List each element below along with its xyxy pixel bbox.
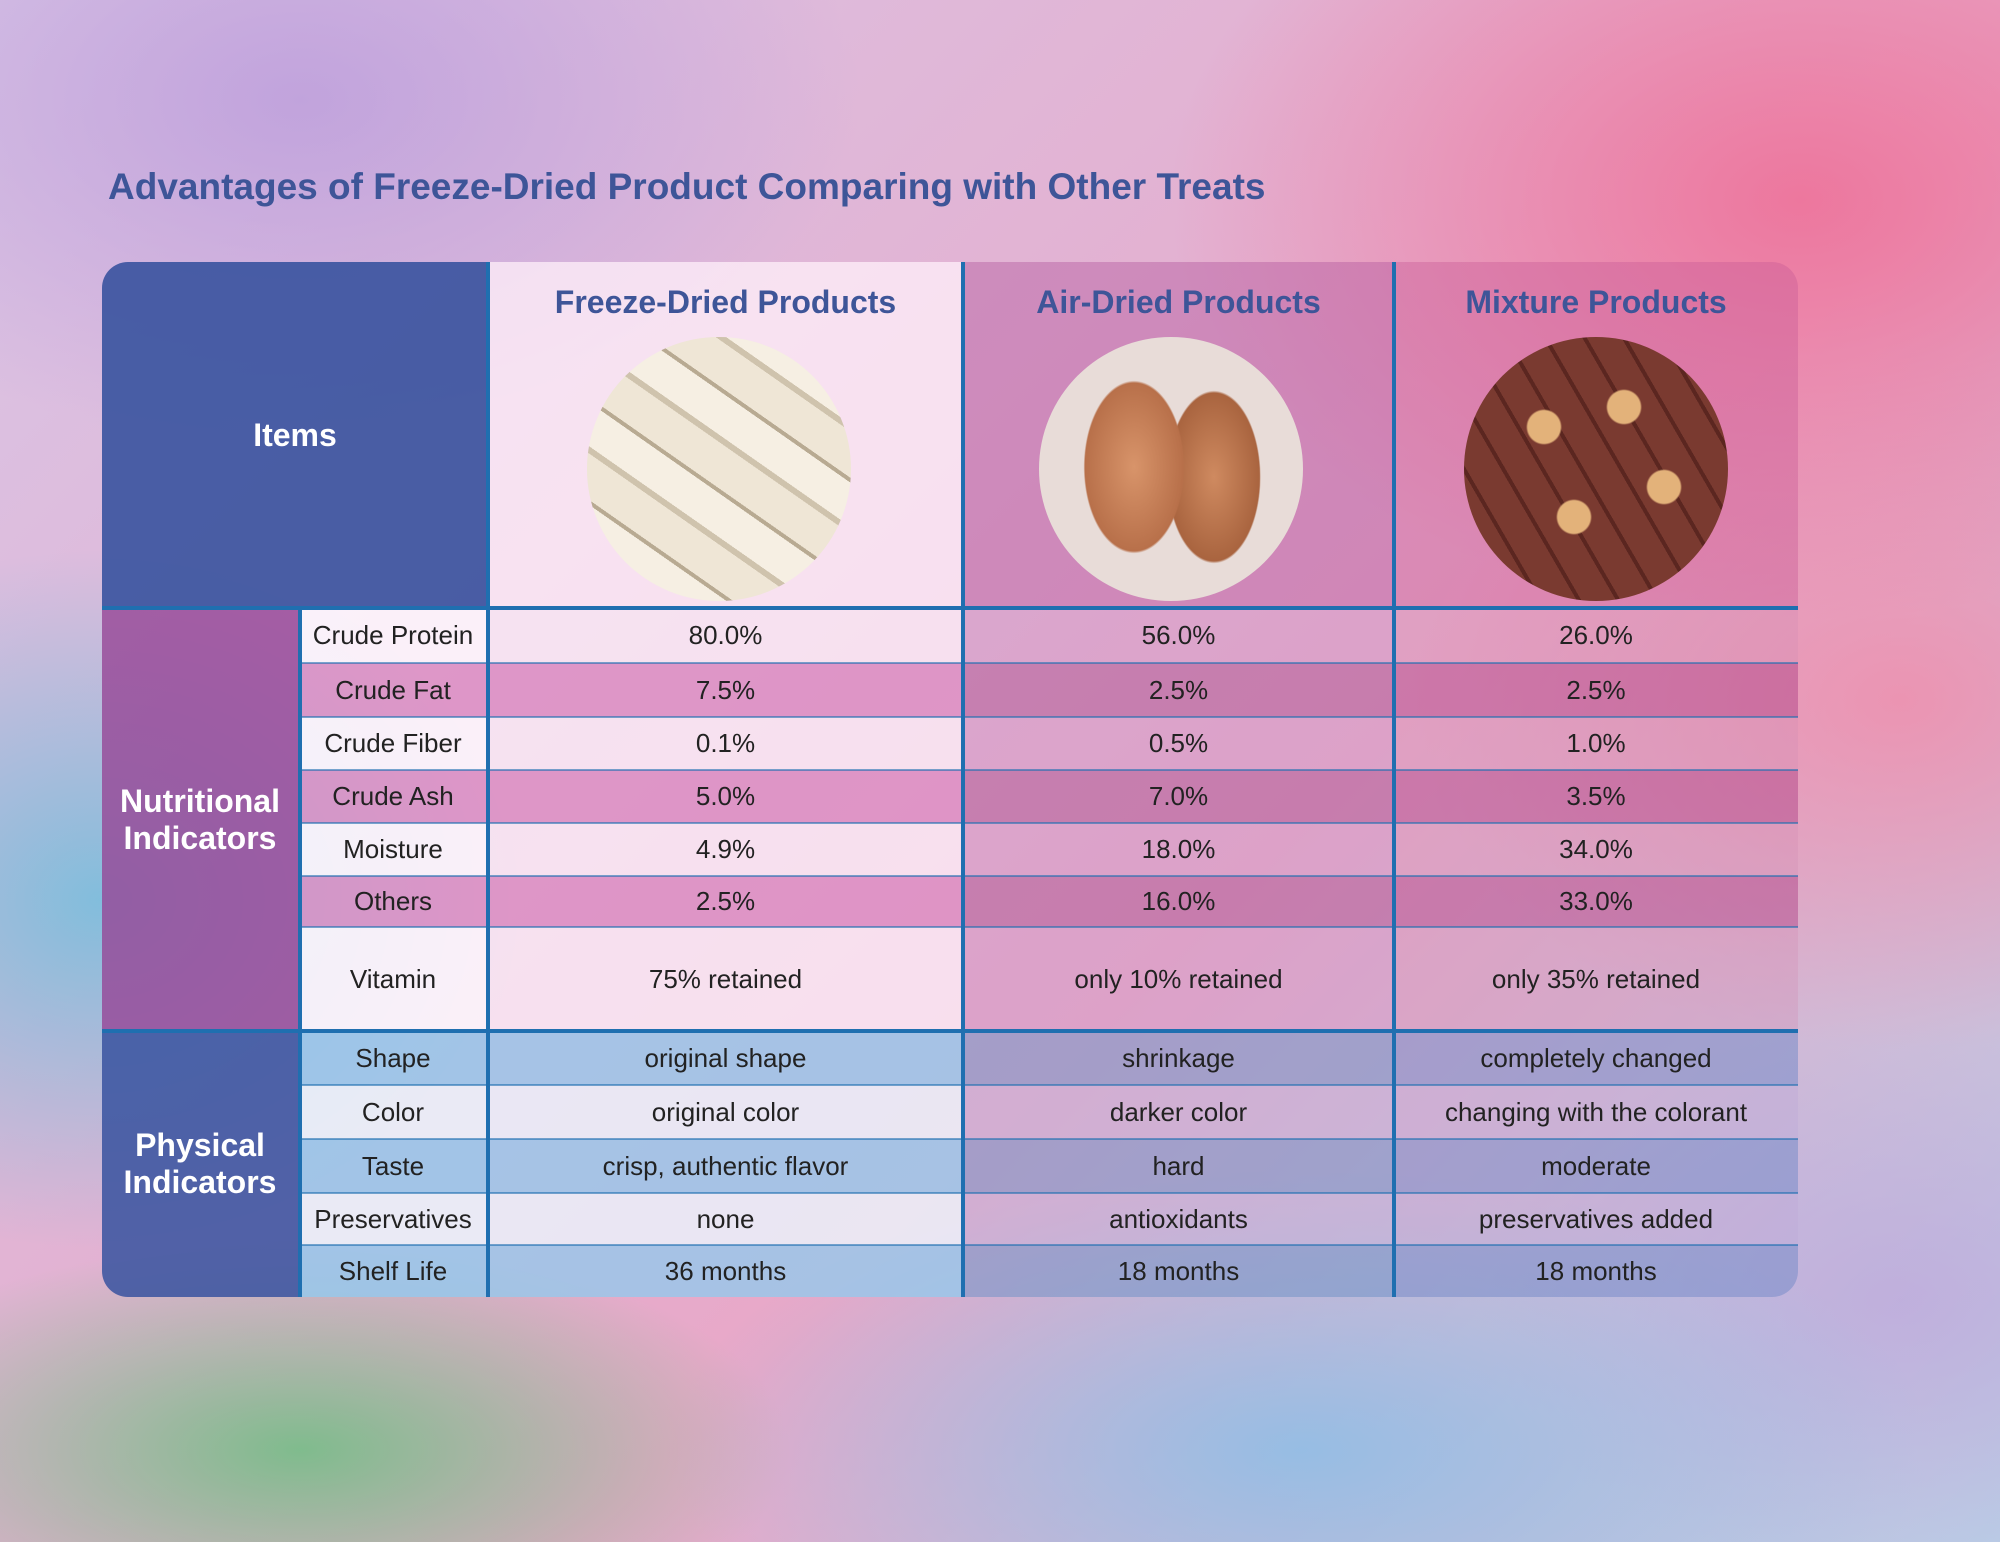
mixture-product-image	[1464, 337, 1728, 601]
table-cell: crisp, authentic flavor	[488, 1139, 963, 1193]
column-header-freeze-dried: Freeze-Dried Products	[554, 284, 897, 320]
table-cell: 0.1%	[488, 717, 963, 770]
table-cell: original color	[488, 1085, 963, 1139]
air-dried-product-image	[1039, 337, 1303, 601]
row-divider	[298, 1244, 1798, 1246]
row-divider	[298, 1138, 1798, 1140]
table-cell: 2.5%	[1394, 663, 1798, 717]
table-cell: antioxidants	[963, 1193, 1394, 1245]
table-cell: hard	[963, 1139, 1394, 1193]
row-divider	[298, 822, 1798, 824]
table-cell: 1.0%	[1394, 717, 1798, 770]
table-cell: 18 months	[1394, 1245, 1798, 1297]
row-label: Taste	[298, 1139, 488, 1193]
table-cell: 2.5%	[963, 663, 1394, 717]
page-title: Advantages of Freeze-Dried Product Compa…	[108, 166, 1266, 207]
row-divider	[298, 716, 1798, 718]
table-cell: shrinkage	[963, 1031, 1394, 1085]
row-label: Shape	[298, 1031, 488, 1085]
row-label: Moisture	[298, 823, 488, 876]
row-divider	[298, 875, 1798, 877]
table-cell: moderate	[1394, 1139, 1798, 1193]
row-label: Vitamin	[298, 927, 488, 1031]
freeze-dried-product-image	[587, 337, 851, 601]
comparison-table: Items Freeze-Dried Products Air-Dried Pr…	[102, 262, 1798, 1297]
row-divider	[298, 769, 1798, 771]
table-cell: 4.9%	[488, 823, 963, 876]
row-divider	[298, 1192, 1798, 1194]
table-cell: 7.0%	[963, 770, 1394, 823]
row-label: Crude Fat	[298, 663, 488, 717]
section-divider	[102, 1029, 1798, 1033]
nutritional-indicators-label: Nutritional Indicators	[102, 608, 298, 1031]
items-header: Items	[102, 262, 488, 608]
column-divider	[298, 608, 302, 1297]
table-cell: preservatives added	[1394, 1193, 1798, 1245]
table-cell: 3.5%	[1394, 770, 1798, 823]
table-cell: 34.0%	[1394, 823, 1798, 876]
row-divider	[298, 662, 1798, 664]
column-divider	[1392, 262, 1396, 1297]
table-cell: 18 months	[963, 1245, 1394, 1297]
row-label: Crude Ash	[298, 770, 488, 823]
table-cell: darker color	[963, 1085, 1394, 1139]
table-cell: 26.0%	[1394, 608, 1798, 663]
row-label: Crude Fiber	[298, 717, 488, 770]
table-cell: 56.0%	[963, 608, 1394, 663]
table-cell: only 10% retained	[963, 927, 1394, 1031]
table-cell: 2.5%	[488, 876, 963, 927]
column-header-air-dried: Air-Dried Products	[1036, 284, 1321, 320]
table-cell: 36 months	[488, 1245, 963, 1297]
physical-indicators-label: Physical Indicators	[102, 1031, 298, 1297]
table-cell: 0.5%	[963, 717, 1394, 770]
table-cell: none	[488, 1193, 963, 1245]
row-label: Preservatives	[298, 1193, 488, 1245]
table-cell: 80.0%	[488, 608, 963, 663]
section-divider	[102, 606, 1798, 610]
table-cell: only 35% retained	[1394, 927, 1798, 1031]
row-label: Shelf Life	[298, 1245, 488, 1297]
row-divider	[298, 926, 1798, 928]
table-cell: 7.5%	[488, 663, 963, 717]
table-cell: 16.0%	[963, 876, 1394, 927]
table-cell: 5.0%	[488, 770, 963, 823]
row-label: Crude Protein	[298, 608, 488, 663]
row-divider	[298, 1084, 1798, 1086]
row-label: Color	[298, 1085, 488, 1139]
table-cell: completely changed	[1394, 1031, 1798, 1085]
column-divider	[961, 262, 965, 1297]
row-label: Others	[298, 876, 488, 927]
table-cell: 75% retained	[488, 927, 963, 1031]
table-cell: 33.0%	[1394, 876, 1798, 927]
column-header-mixture: Mixture Products	[1465, 284, 1727, 320]
table-cell: 18.0%	[963, 823, 1394, 876]
table-cell: original shape	[488, 1031, 963, 1085]
table-cell: changing with the colorant	[1394, 1085, 1798, 1139]
column-divider	[486, 262, 490, 1297]
